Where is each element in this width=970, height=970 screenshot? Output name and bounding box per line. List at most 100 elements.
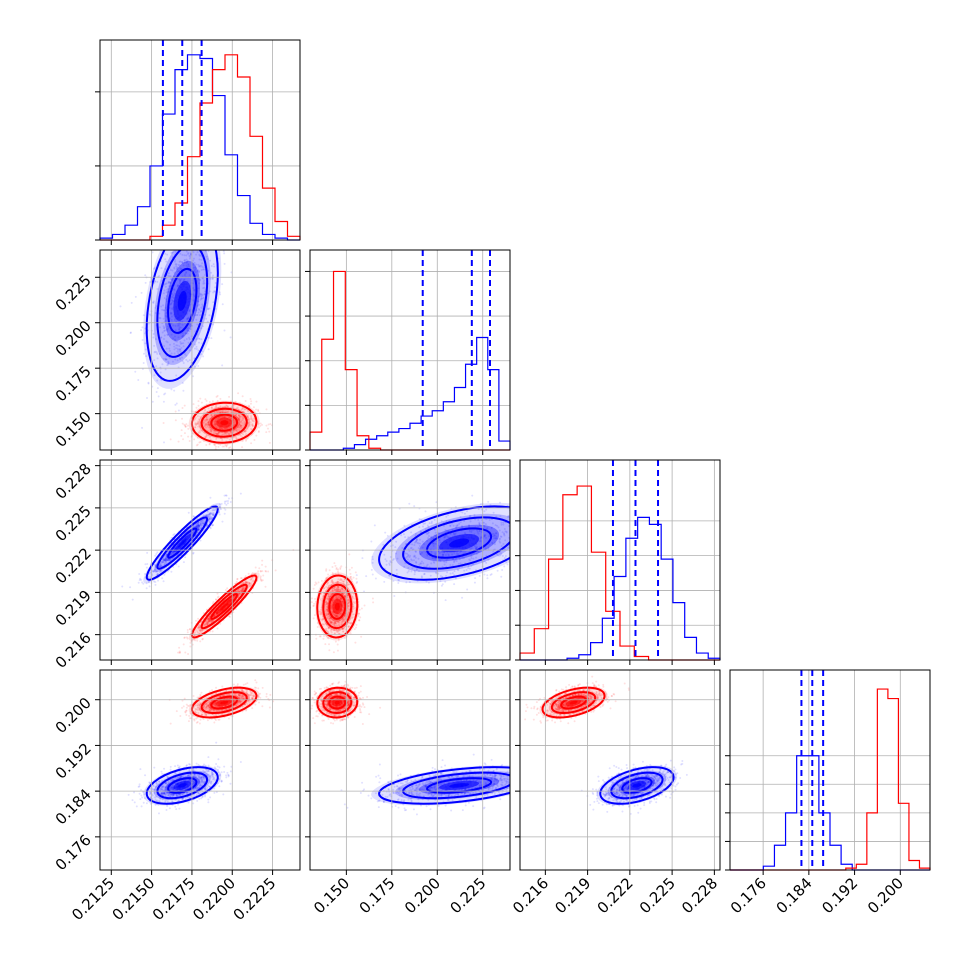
- histogram-blue-param-1: [310, 336, 511, 451]
- scatter-point: [204, 409, 207, 412]
- scatter-point: [225, 427, 228, 430]
- scatter-point: [205, 423, 208, 426]
- scatter-point: [267, 570, 270, 573]
- scatter-point: [212, 274, 215, 277]
- scatter-point: [187, 317, 190, 320]
- scatter-point: [176, 324, 179, 327]
- scatter-point: [208, 401, 211, 404]
- scatter-point: [167, 272, 170, 275]
- scatter-point: [206, 425, 209, 428]
- scatter-point: [167, 362, 170, 365]
- scatter-point: [121, 585, 124, 588]
- histogram-blue-param-2: [520, 516, 721, 661]
- scatter-point: [186, 223, 188, 225]
- scatter-point: [239, 427, 242, 430]
- scatter-point: [185, 264, 188, 267]
- scatter-point: [200, 523, 203, 526]
- scatter-point: [235, 429, 238, 432]
- scatter-point: [181, 360, 184, 363]
- scatter-point: [219, 397, 222, 400]
- scatter-point: [170, 215, 172, 217]
- scatter-point: [211, 415, 214, 418]
- scatter-point: [237, 417, 240, 420]
- scatter-point: [198, 282, 201, 285]
- scatter-point: [174, 358, 177, 361]
- scatter-point: [174, 410, 177, 413]
- scatter-point: [202, 422, 205, 425]
- scatter-point: [182, 438, 185, 441]
- scatter-point: [223, 405, 226, 408]
- scatter-point: [180, 342, 183, 345]
- scatter-point: [208, 424, 211, 427]
- scatter-point: [167, 360, 170, 363]
- scatter-point: [198, 294, 201, 297]
- scatter-point: [517, 508, 519, 510]
- density-red: [220, 420, 229, 426]
- scatter-point: [219, 443, 222, 446]
- scatter-point: [216, 394, 219, 397]
- scatter-point: [223, 415, 226, 418]
- scatter-point: [243, 422, 246, 425]
- scatter-point: [336, 570, 339, 573]
- scatter-point: [165, 561, 168, 564]
- scatter-point: [187, 427, 190, 430]
- scatter-point: [210, 219, 212, 221]
- scatter-point: [242, 424, 245, 427]
- scatter-point: [169, 311, 172, 314]
- scatter-point: [191, 319, 194, 322]
- scatter-point: [163, 344, 166, 347]
- scatter-point: [203, 282, 206, 285]
- scatter-point: [179, 358, 182, 361]
- scatter-point: [204, 290, 207, 293]
- scatter-point: [164, 358, 167, 361]
- scatter-point: [193, 347, 196, 350]
- scatter-point: [359, 616, 362, 619]
- scatter-point: [166, 253, 169, 256]
- scatter-point: [240, 577, 243, 580]
- scatter-point: [219, 411, 222, 414]
- scatter-point: [192, 287, 195, 290]
- scatter-point: [169, 438, 172, 441]
- scatter-point: [466, 588, 469, 591]
- scatter-point: [171, 299, 174, 302]
- scatter-point: [223, 416, 226, 419]
- scatter-point: [208, 518, 211, 521]
- scatter-point: [226, 587, 229, 590]
- scatter-point: [374, 577, 377, 580]
- scatter-point: [203, 286, 206, 289]
- scatter-point: [352, 576, 355, 579]
- scatter-point: [218, 431, 221, 434]
- scatter-point: [151, 251, 154, 254]
- scatter-point: [161, 363, 164, 366]
- scatter-point: [365, 575, 368, 578]
- scatter-point: [171, 296, 174, 299]
- scatter-point: [239, 423, 242, 426]
- scatter-point: [213, 509, 216, 512]
- scatter-point: [213, 414, 216, 417]
- scatter-point: [183, 636, 186, 639]
- scatter-point: [203, 424, 206, 427]
- scatter-point: [184, 556, 187, 559]
- scatter-point: [511, 541, 513, 543]
- scatter-point: [197, 431, 200, 434]
- scatter-point: [217, 406, 220, 409]
- scatter-point: [371, 573, 374, 576]
- scatter-point: [199, 298, 202, 301]
- scatter-point: [245, 438, 248, 441]
- scatter-point: [223, 411, 226, 414]
- scatter-point: [209, 430, 212, 433]
- histogram-blue-param-0: [99, 54, 300, 241]
- scatter-point: [241, 408, 244, 411]
- scatter-point: [187, 243, 189, 245]
- scatter-point: [184, 246, 186, 248]
- scatter-point: [193, 357, 196, 360]
- scatter-point: [483, 573, 486, 576]
- scatter-point: [221, 283, 224, 286]
- scatter-point: [246, 415, 249, 418]
- scatter-point: [171, 278, 174, 281]
- scatter-point: [220, 502, 223, 505]
- scatter-point: [525, 527, 527, 529]
- scatter-point: [178, 324, 181, 327]
- scatter-point: [191, 432, 194, 435]
- scatter-point: [205, 434, 208, 437]
